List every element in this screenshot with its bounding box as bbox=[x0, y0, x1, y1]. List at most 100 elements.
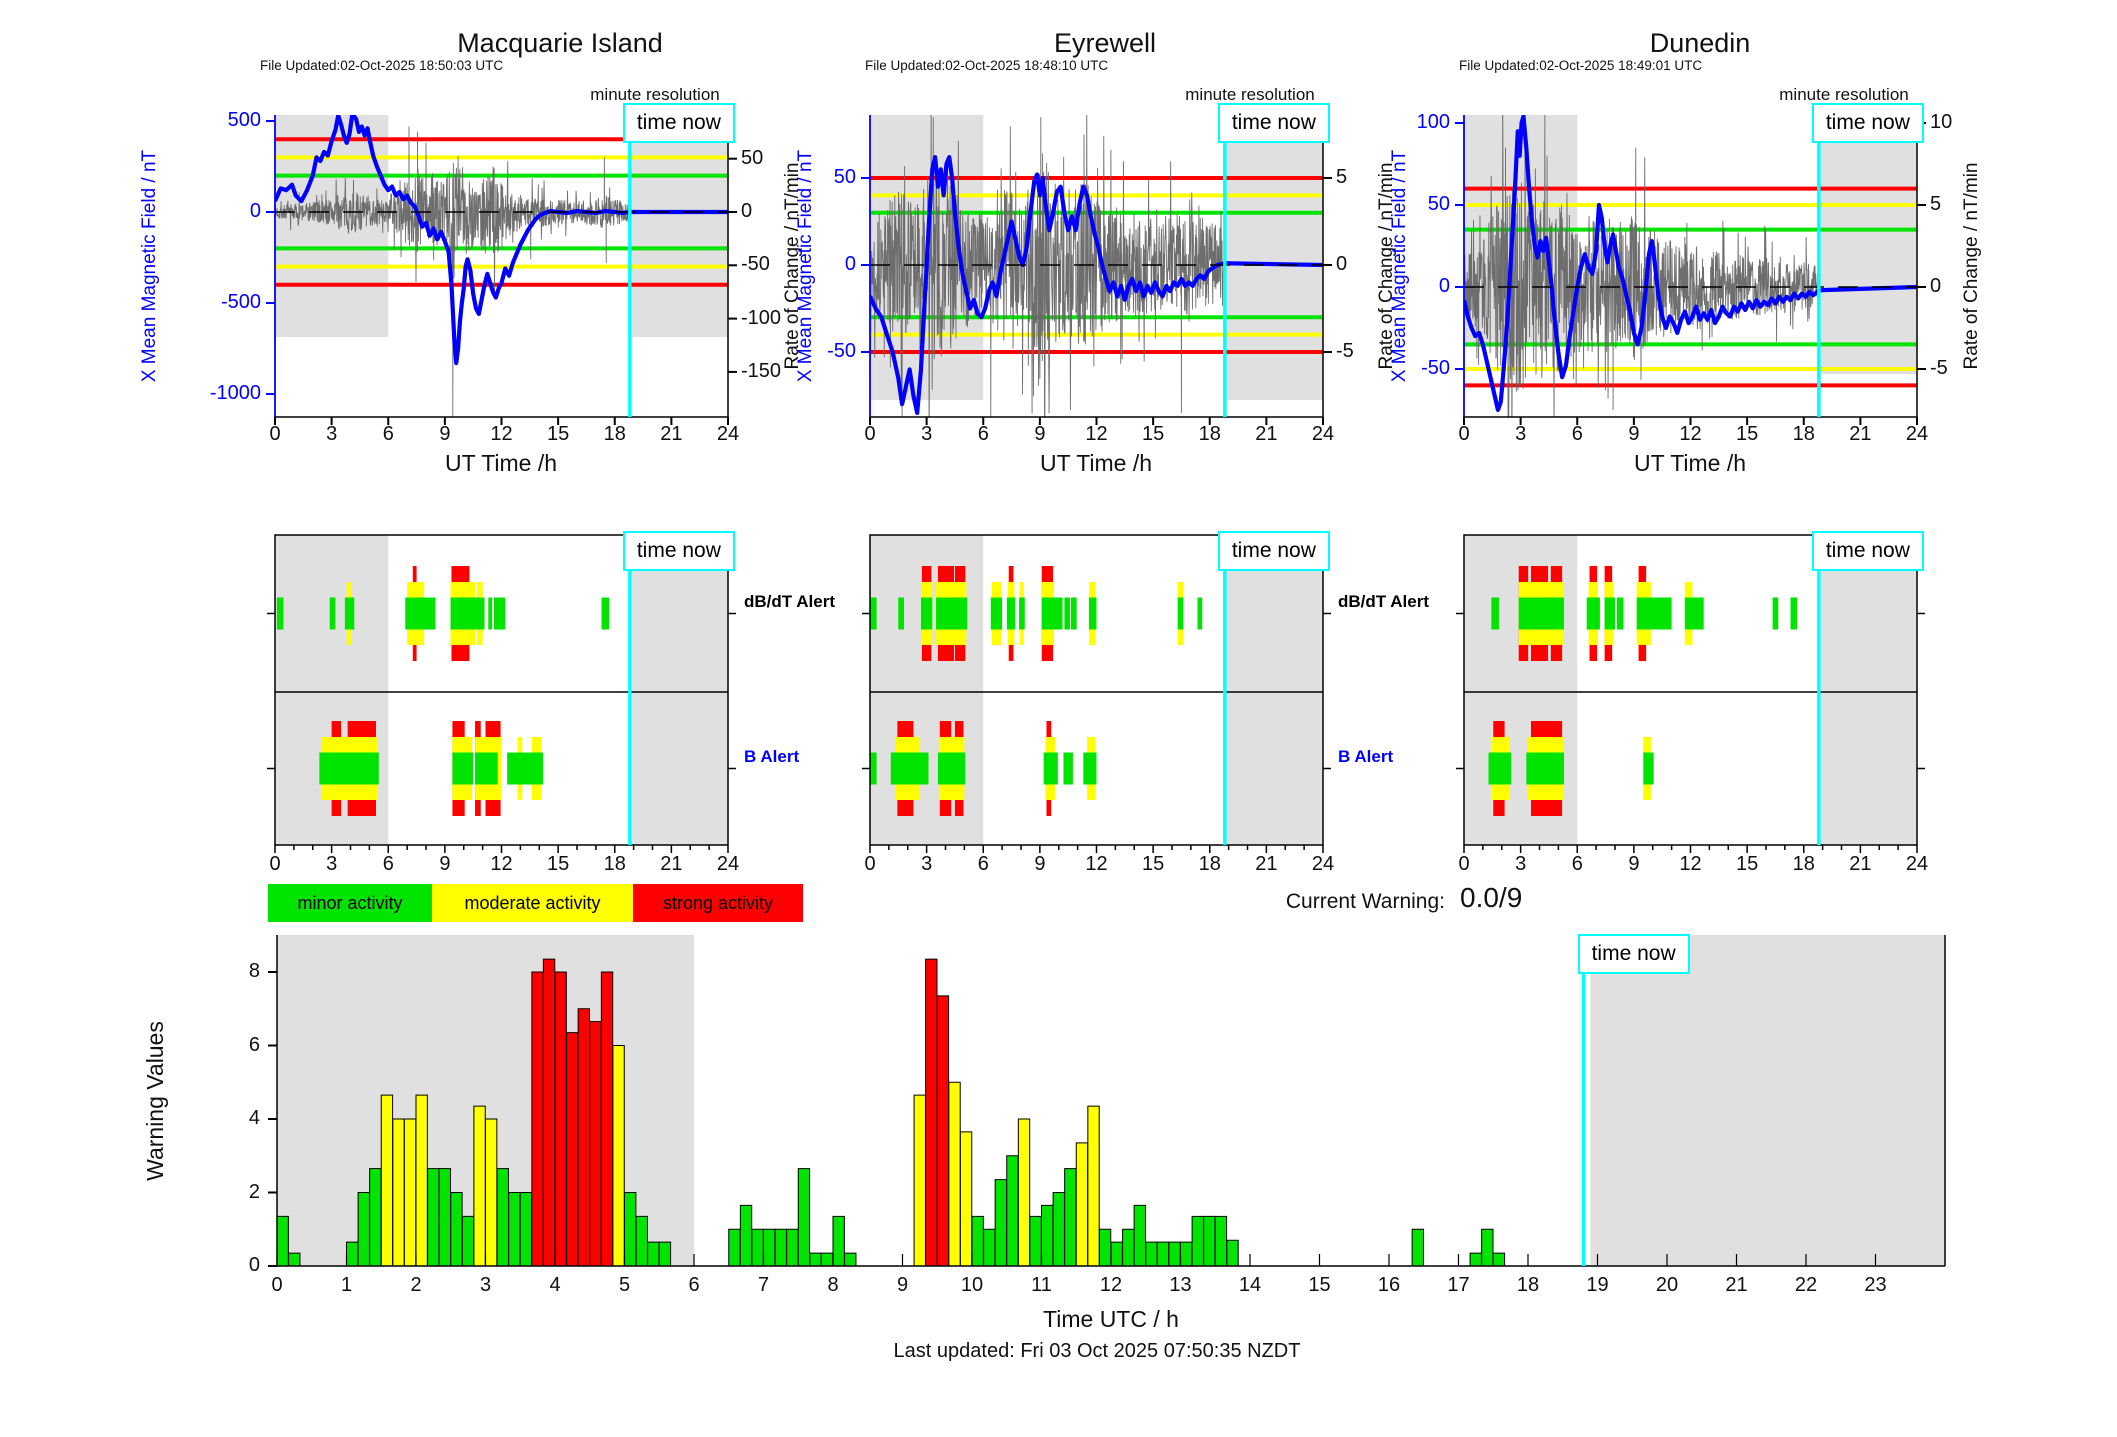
warning-y-tick-label: 0 bbox=[248, 1254, 260, 1276]
warning-x-tick-label: 7 bbox=[757, 1274, 770, 1296]
warning-bar bbox=[612, 1045, 625, 1267]
file-updated-macquarie: File Updated:02-Oct-2025 18:50:03 UTC bbox=[260, 58, 504, 73]
warning-bar bbox=[1052, 1192, 1065, 1267]
x-tick-label: 0 bbox=[269, 423, 281, 445]
legend-strong-label: strong activity bbox=[662, 892, 774, 913]
b-alert-minor-segment bbox=[1043, 752, 1058, 785]
b-alert-label-2: B Alert bbox=[1338, 747, 1394, 766]
warning-values-axis-label: Warning Values bbox=[142, 1021, 168, 1181]
warning-bar bbox=[1191, 1215, 1204, 1267]
warning-x-tick-label: 8 bbox=[827, 1274, 839, 1296]
dbdt-alert-minor-segment bbox=[601, 597, 610, 630]
warning-x-tick-label: 19 bbox=[1586, 1274, 1609, 1296]
warning-bar bbox=[1041, 1204, 1054, 1267]
left-tick-label: 100 bbox=[1416, 111, 1450, 133]
time-now-box-middle-1: time now bbox=[1217, 531, 1330, 571]
warning-x-tick-label: 13 bbox=[1169, 1274, 1192, 1296]
right-tick-label: 10 bbox=[1930, 111, 1953, 133]
left-tick-label: -50 bbox=[1421, 357, 1450, 379]
x-tick-label: 6 bbox=[382, 423, 394, 445]
left-tick-label: 0 bbox=[249, 200, 261, 222]
warning-bar bbox=[542, 958, 556, 1267]
dbdt-alert-minor-segment bbox=[870, 597, 877, 630]
warning-bar bbox=[357, 1192, 370, 1267]
x-tick-label: 15 bbox=[1736, 423, 1759, 445]
x-tick-label: 24 bbox=[1311, 423, 1335, 445]
dbdt-alert-label-2: dB/dT Alert bbox=[1338, 592, 1429, 611]
alert-x-tick-label: 12 bbox=[1085, 853, 1108, 875]
warning-bar bbox=[844, 1252, 857, 1267]
dbdt-alert-minor-segment bbox=[1197, 597, 1203, 630]
warning-x-tick-label: 2 bbox=[410, 1274, 422, 1296]
shaded-future-region bbox=[1818, 143, 1917, 374]
left-tick-label: 0 bbox=[844, 253, 856, 275]
legend-moderate-label: moderate activity bbox=[464, 892, 601, 913]
b-alert-minor-segment bbox=[1063, 752, 1073, 785]
warning-bar bbox=[438, 1168, 451, 1267]
dbdt-alert-label-1: dB/dT Alert bbox=[744, 592, 835, 611]
warning-bar bbox=[403, 1118, 417, 1267]
x-tick-label: 0 bbox=[1458, 423, 1470, 445]
b-alert-minor-segment bbox=[452, 752, 474, 785]
dbdt-alert-minor-segment bbox=[936, 597, 968, 630]
x-tick-label: 15 bbox=[547, 423, 570, 445]
alert-x-tick-label: 9 bbox=[1034, 853, 1046, 875]
warning-bar bbox=[1481, 1228, 1494, 1267]
dbdt-alert-minor-segment bbox=[1518, 597, 1565, 630]
b-alert-minor-segment bbox=[937, 752, 966, 785]
dbdt-alert-minor-segment bbox=[1006, 597, 1016, 630]
warning-bar bbox=[577, 1008, 590, 1267]
warning-bar bbox=[820, 1252, 834, 1267]
minute-resolution-note-3: minute resolution bbox=[1779, 85, 1909, 104]
dbdt-alert-minor-segment bbox=[1071, 597, 1077, 630]
warning-bar bbox=[925, 958, 938, 1267]
mean-field-trace bbox=[870, 155, 1323, 415]
dbdt-alert-minor-segment bbox=[1177, 597, 1184, 630]
warning-bar bbox=[276, 1215, 289, 1267]
alert-x-tick-label: 21 bbox=[660, 853, 683, 875]
warning-bar bbox=[531, 971, 544, 1267]
b-alert-minor-segment bbox=[319, 752, 379, 785]
x-tick-label: 21 bbox=[660, 423, 683, 445]
warning-bar bbox=[1006, 1155, 1019, 1267]
x-tick-label: 24 bbox=[716, 423, 740, 445]
dbdt-alert-minor-segment bbox=[1586, 597, 1600, 630]
warning-bar bbox=[450, 1192, 463, 1267]
alert-shaded-future bbox=[629, 535, 728, 845]
warning-bar bbox=[797, 1168, 811, 1267]
x-tick-label: 15 bbox=[1142, 423, 1165, 445]
last-updated-text: Last updated: Fri 03 Oct 2025 07:50:35 N… bbox=[893, 1340, 1301, 1362]
right-tick-label: -5 bbox=[1336, 340, 1354, 362]
minute-resolution-note-2: minute resolution bbox=[1185, 85, 1315, 104]
left-tick-label: -1000 bbox=[209, 382, 261, 404]
warning-x-tick-label: 15 bbox=[1308, 1274, 1331, 1296]
warning-x-tick-label: 16 bbox=[1377, 1274, 1401, 1296]
warning-bar bbox=[786, 1228, 799, 1267]
dbdt-alert-minor-segment bbox=[1041, 597, 1063, 630]
warning-bar bbox=[658, 1241, 672, 1267]
warning-bar bbox=[1156, 1241, 1170, 1267]
warning-shaded-future bbox=[1590, 935, 1945, 1266]
alert-shaded-future bbox=[1818, 535, 1917, 845]
shaded-past-region bbox=[275, 115, 389, 337]
x-tick-label: 21 bbox=[1255, 423, 1278, 445]
file-updated-dunedin: File Updated:02-Oct-2025 18:49:01 UTC bbox=[1459, 58, 1703, 73]
warning-bar bbox=[427, 1168, 440, 1267]
warning-x-tick-label: 20 bbox=[1655, 1274, 1679, 1296]
alert-x-tick-label: 0 bbox=[864, 853, 876, 875]
time-now-box-top-0: time now bbox=[622, 103, 735, 143]
dbdt-alert-minor-segment bbox=[493, 597, 506, 630]
current-warning-label: Current Warning: bbox=[1285, 890, 1445, 913]
right-tick-label: -50 bbox=[741, 253, 770, 276]
station-title-macquarie: Macquarie Island bbox=[457, 28, 663, 58]
right-tick-label: 0 bbox=[1930, 275, 1942, 297]
dbdt-alert-minor-segment bbox=[1491, 597, 1499, 630]
mean-field-trace bbox=[1464, 115, 1917, 413]
warning-bar bbox=[589, 1021, 602, 1267]
x-tick-label: 9 bbox=[1034, 423, 1046, 445]
b-alert-label-1: B Alert bbox=[744, 747, 800, 766]
warning-bar bbox=[1180, 1241, 1193, 1267]
warning-bar bbox=[1469, 1252, 1482, 1267]
alert-x-tick-label: 18 bbox=[1792, 853, 1815, 875]
alert-x-tick-label: 6 bbox=[382, 853, 394, 875]
